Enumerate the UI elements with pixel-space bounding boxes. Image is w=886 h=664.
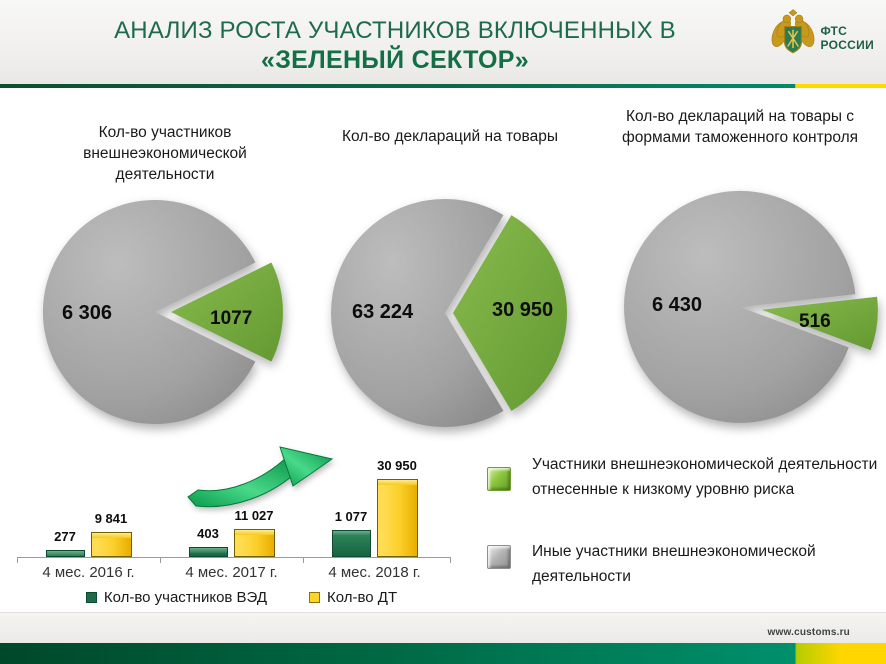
logo-text-line1: ФТС bbox=[820, 23, 848, 38]
header-divider bbox=[0, 84, 886, 88]
pie3-gray-value: 6 430 bbox=[652, 294, 703, 316]
bar-category-label: 4 мес. 2016 г. bbox=[42, 564, 135, 581]
bar-chart-legend: Кол-во участников ВЭД Кол-во ДТ bbox=[14, 589, 469, 606]
bar-value-label: 277 bbox=[54, 529, 76, 544]
bar-legend-label: Кол-во участников ВЭД bbox=[103, 589, 267, 606]
pie2-gray-value: 63 224 bbox=[352, 301, 414, 323]
bar-green bbox=[331, 530, 371, 557]
axis-tick bbox=[17, 557, 18, 563]
legend-label-gray: Иные участники внешнеэкономической деяте… bbox=[532, 543, 816, 585]
bar-value-label: 11 027 bbox=[234, 508, 274, 523]
footer-strip bbox=[0, 612, 886, 643]
legend-label-green: Участники внешнеэкономической деятельнос… bbox=[532, 456, 878, 498]
bar-chart: 277 9 841 403 11 027 1 077 30 950 4 мес. 2016… bbox=[14, 440, 469, 615]
fts-emblem-icon bbox=[770, 8, 816, 67]
bar-value-label: 30 950 bbox=[377, 458, 417, 473]
bar-legend-item: Кол-во ДТ bbox=[309, 589, 397, 606]
pie2-green-value: 30 950 bbox=[492, 299, 554, 321]
bar-legend-item: Кол-во участников ВЭД bbox=[85, 589, 267, 606]
slide-header: АНАЛИЗ РОСТА УЧАСТНИКОВ ВКЛЮЧЕННЫХ В «ЗЕ… bbox=[0, 0, 886, 84]
bar-value-label: 1 077 bbox=[334, 509, 368, 524]
bar-category-label: 4 мес. 2018 г. bbox=[328, 564, 421, 581]
title-line-1: АНАЛИЗ РОСТА УЧАСТНИКОВ ВКЛЮЧЕННЫХ В bbox=[114, 17, 676, 44]
bar-yellow bbox=[233, 529, 275, 557]
bar-yellow bbox=[90, 532, 132, 557]
axis-tick bbox=[160, 557, 161, 563]
legend-swatch-gray-icon bbox=[487, 545, 511, 569]
pie-chart-declarations-control bbox=[624, 190, 878, 423]
pie1-green-value: 1077 bbox=[210, 308, 253, 329]
pie3-title: Кол-во деклараций на товары с формами та… bbox=[621, 108, 859, 146]
growth-arrow-icon bbox=[186, 442, 338, 521]
x-axis bbox=[17, 557, 451, 558]
bar-legend-swatch-icon bbox=[309, 592, 320, 603]
pie-chart-participants bbox=[42, 200, 283, 424]
bar-value-label: 403 bbox=[197, 526, 219, 541]
bar-green bbox=[188, 547, 228, 557]
title-line-2: «ЗЕЛЕНЫЙ СЕКТОР» bbox=[261, 46, 529, 74]
pie3-green-value: 516 bbox=[799, 311, 831, 332]
bar-value-label: 9 841 bbox=[94, 511, 128, 526]
bar-legend-label: Кол-во ДТ bbox=[327, 589, 398, 606]
bar-legend-swatch-icon bbox=[85, 592, 97, 603]
logo-text-line2: РОССИИ bbox=[820, 37, 874, 52]
website-url: www.customs.ru bbox=[767, 627, 850, 638]
bar-green bbox=[45, 550, 85, 557]
bar-category-label: 4 мес. 2017 г. bbox=[185, 564, 278, 581]
pie1-title: Кол-во участников внешнеэкономической де… bbox=[83, 124, 247, 183]
bar-yellow bbox=[376, 479, 418, 557]
fts-logo-text: ФТС РОССИИ bbox=[820, 24, 874, 52]
legend-swatch-green-icon bbox=[487, 467, 511, 491]
bottom-accent-bar bbox=[0, 643, 886, 664]
page-title: АНАЛИЗ РОСТА УЧАСТНИКОВ ВКЛЮЧЕННЫХ В «ЗЕ… bbox=[50, 16, 740, 74]
axis-tick bbox=[450, 557, 451, 563]
pie-chart-declarations bbox=[330, 199, 567, 427]
pie2-title: Кол-во деклараций на товары bbox=[341, 128, 558, 145]
fts-logo: ФТС РОССИИ bbox=[770, 8, 874, 67]
axis-tick bbox=[303, 557, 304, 563]
pie1-gray-value: 6 306 bbox=[62, 302, 113, 324]
